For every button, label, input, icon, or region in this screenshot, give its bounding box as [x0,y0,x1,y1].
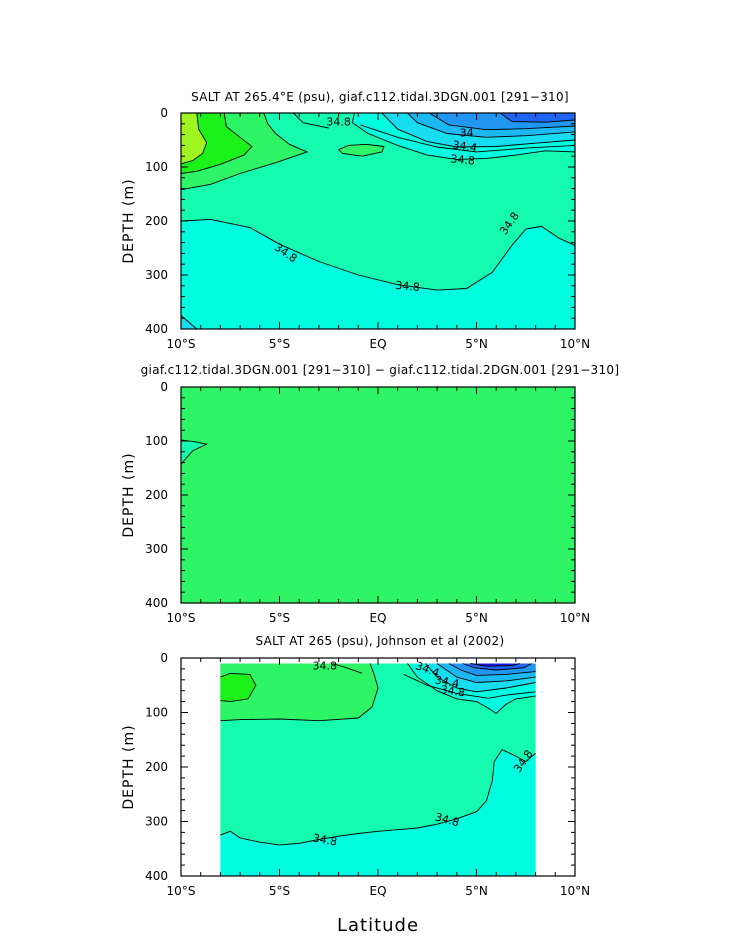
panel-3-fill-max-outer [220,663,378,721]
panel-1-contour-deep [180,218,576,291]
panel-1-xtick-label: 5°N [465,337,488,351]
panel-3-field: 34.8 34.434.434.834.834.834.8 [220,659,536,876]
panel-1-xtick-label: 5°S [269,337,290,351]
panel-2-ytick-label: 0 [160,380,168,394]
panel-2-axes: 10°S 5°S EQ 5°N 10°N 0 100 200 300 400 DEPTH (m) gi… [121,363,619,625]
panel-1-fill-max-core [181,113,207,164]
panel-1-contour-max-outer [180,112,309,191]
panel-3-contour-label: 34.4 [434,674,460,691]
panel-1-xtick-label: 10°S [167,337,196,351]
panel-1-fill-fresh-5 [500,113,575,123]
panel-1-ytick-label: 0 [160,106,168,120]
panel-3-ytick-label: 100 [145,706,168,720]
panel-2-xtick-label: EQ [369,611,386,625]
panel-1-contour-eddy [338,143,385,157]
panel-1-contour-max-core [180,112,208,165]
panel-3-xtick-label: 10°N [560,884,590,898]
panel-1-contour-fresh-mid [360,124,576,153]
panel-3-contour-fresh-5 [462,663,532,671]
panel-3-contour-upper [332,663,363,674]
panel-1-contour-fresh-4 [428,112,576,131]
panel-3-contour-fresh-3 [436,663,536,683]
panel-3-ylabel: DEPTH (m) [121,724,137,809]
panel-3-contour-max-outer [220,663,379,722]
panel-3-xtick-label: 5°N [465,884,488,898]
panel-1-contour-fresh-5 [499,112,576,123]
x-axis-label: Latitude [337,915,419,936]
panel-1-contour-fresh-2 [381,112,576,148]
panel-3-contour-label: 34.8 [440,683,466,699]
panel-1-fill-eddy [338,144,384,157]
panel-2-ytick-label: 300 [145,542,168,556]
panel-2-ylabel: DEPTH (m) [121,452,137,537]
panel-3-contour-label: 34.8 [434,810,461,829]
panel-1-ytick-label: 100 [145,160,168,174]
panel-1-contour-label: 34.8 [450,152,476,167]
panel-2-contour-difference [180,439,208,465]
panel-3-ytick-label: 200 [145,760,168,774]
panel-1-contour-fresh-3 [407,112,576,138]
panel-3-axes: 10°S 5°S EQ 5°N 10°N 0 100 200 300 400 DEPTH (m) SA… [121,634,590,898]
panel-3-xtick-label: 10°S [167,884,196,898]
panel-1-ytick-label: 300 [145,268,168,282]
panel-1-ylabel: DEPTH (m) [121,178,137,263]
panel-1-ytick-label: 200 [145,214,168,228]
panel-2-xtick-label: 5°S [269,611,290,625]
panel-3-fill-max-core [220,673,256,702]
panel-1-title: SALT AT 265.4°E (psu), giaf.c112.tidal.3… [191,90,569,104]
panel-3-contour-deep [220,749,536,846]
panel-2-ytick-label: 100 [145,434,168,448]
panel-1-contour-label: 34.4 [452,138,478,154]
panel-3-xtick-label: EQ [369,884,386,898]
panel-2-xtick-label: 10°S [167,611,196,625]
panel-1-fill-deep [181,219,575,329]
panel-3-contour-fresh-1 [407,663,536,715]
panel-1-xtick-label: EQ [369,337,386,351]
panel-1-contour-label: 34 [460,127,474,140]
panel-3-contour-max-core [220,672,257,703]
panel-3-ytick-label: 0 [160,651,168,665]
panel-1-contour-upper-left [292,112,329,129]
panel-1-contour-max-inner [180,112,253,174]
panel-3-contour-fresh-2 [424,663,536,693]
panel-3-title: SALT AT 265 (psu), Johnson et al (2002) [256,634,505,648]
panel-2-xtick-label: 5°N [465,611,488,625]
panel-3-contour-label: 34.8 [313,660,338,673]
panel-2-fill-difference [181,439,207,465]
panel-3-ytick-label: 400 [145,869,168,883]
panel-3-contour-fresh-6 [470,663,520,667]
panel-3-fill-deep [220,749,536,876]
panel-1-ytick-label: 400 [145,322,168,336]
panel-1-xtick-label: 10°N [560,337,590,351]
panel-3-contour-label: 34.8 [312,832,338,849]
panel-3-xtick-label: 5°S [269,884,290,898]
panel-1-contour-label: 34.8 [326,116,351,129]
panel-2-ytick-label: 400 [145,596,168,610]
panel-2-xtick-label: 10°N [560,611,590,625]
panel-3-contour-fresh-4 [448,663,536,676]
panel-3-contour-fresh-mid [403,673,536,699]
panel-1-contour-label: 34.8 [395,279,421,294]
panel-2-title: giaf.c112.tidal.3DGN.001 [291−310] − gia… [141,363,620,377]
panel-2-field [180,387,575,603]
panel-3-ytick-label: 300 [145,815,168,829]
panel-2-ytick-label: 200 [145,488,168,502]
panel-1-axes: 10°S 5°S EQ 5°N 10°N 0 100 200 300 400 DEPTH (m) SA… [121,90,590,351]
panel-1-contour-fresh-1 [351,112,576,160]
panel-2-fill-background [181,387,575,603]
